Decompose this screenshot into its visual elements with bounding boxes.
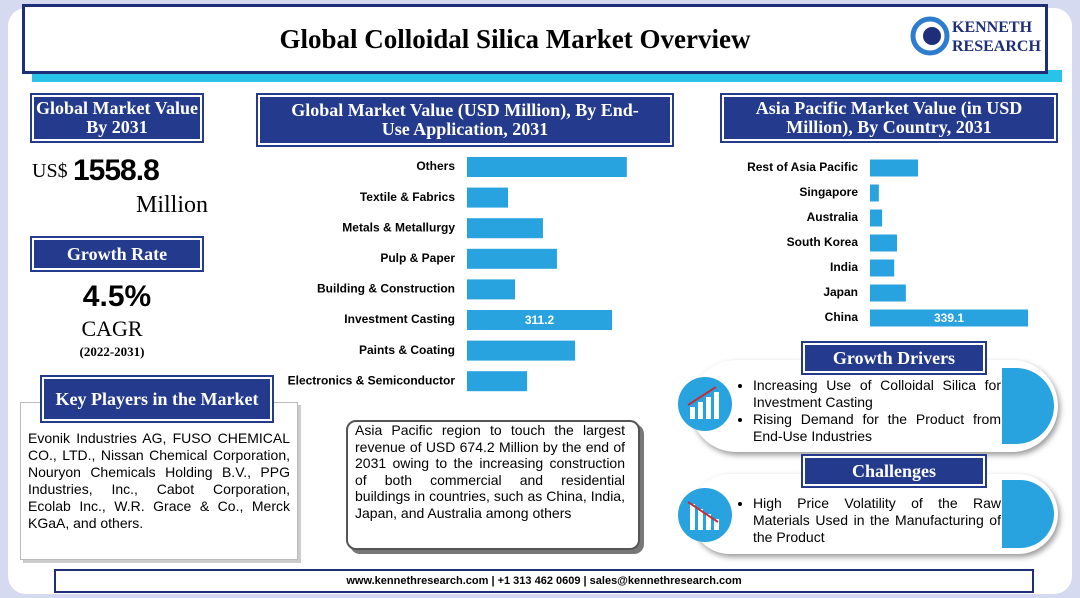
bar [467, 371, 528, 392]
category-label: South Korea [787, 235, 859, 249]
bar [467, 340, 576, 361]
page-title: Global Colloidal Silica Market Overview [279, 23, 751, 54]
drivers-list: Increasing Use of Colloidal Silica for I… [735, 377, 1001, 445]
bar [870, 259, 895, 277]
category-label: Rest of Asia Pacific [747, 160, 858, 174]
badge: Global Market Value By 2031 [30, 93, 204, 143]
bar [467, 218, 543, 239]
chart-title: Global Market Value (USD Million), By En… [256, 93, 674, 147]
header: Global Colloidal Silica Market Overview [22, 4, 1048, 74]
kpi-value: 1558.8 [73, 154, 160, 187]
category-label: Building & Construction [317, 282, 455, 296]
bar [467, 248, 557, 269]
list-item: High Price Volatility of the Raw Materia… [753, 495, 1001, 546]
category-label: Textile & Fabrics [360, 190, 455, 204]
prefix: US$ [32, 160, 68, 182]
badge: Growth Drivers [801, 341, 987, 375]
value-label: 339.1 [934, 311, 964, 325]
logo-text: KENNETH [952, 19, 1033, 36]
category-label: Singapore [799, 185, 858, 199]
badge: Growth Rate [30, 236, 204, 272]
kpi-value: 4.5% [82, 280, 152, 313]
category-label: Investment Casting [344, 312, 455, 326]
bar [467, 157, 627, 177]
logo-text: RESEARCH [952, 38, 1041, 55]
bar [870, 209, 883, 227]
category-label: Metals & Metallurgy [342, 220, 455, 234]
period: (2022-2031) [79, 344, 145, 359]
kpi-label: CAGR [81, 316, 143, 341]
list-item: Increasing Use of Colloidal Silica for I… [753, 377, 1001, 411]
category-label: Pulp & Paper [380, 251, 455, 265]
category-label: Australia [807, 210, 859, 224]
bar [870, 309, 1029, 327]
chart-title: Asia Pacific Market Value (in USD Millio… [720, 93, 1058, 143]
badge: Key Players in the Market [40, 375, 274, 423]
bar [467, 279, 515, 300]
logo-icon [910, 16, 950, 56]
bar [467, 187, 509, 208]
category-label: Paints & Coating [359, 343, 455, 357]
bar [870, 234, 898, 252]
footer: www.kennethresearch.com | +1 313 462 060… [54, 569, 1034, 593]
category-label: India [830, 260, 858, 274]
bar [870, 284, 906, 302]
drivers-icon [678, 377, 732, 431]
logo: KENNETH RESEARCH [952, 18, 1041, 56]
challenges-icon [678, 488, 732, 542]
list-item: Rising Demand for the Product from End-U… [753, 411, 1001, 445]
key-players: Evonik Industries AG, FUSO CHEMICAL CO.,… [28, 430, 290, 531]
unit: Million [136, 192, 209, 218]
challenges-list: High Price Volatility of the Raw Materia… [735, 495, 1001, 546]
badge: Challenges [801, 454, 987, 488]
bar [467, 310, 613, 330]
category-label: Japan [823, 285, 858, 299]
category-label: China [825, 310, 859, 324]
category-label: Electronics & Semiconductor [288, 373, 456, 387]
value-label: 311.2 [525, 313, 555, 327]
bar [870, 159, 918, 177]
note: Asia Pacific region to touch the largest… [355, 422, 625, 521]
category-label: Others [416, 159, 455, 173]
bar [870, 184, 879, 202]
